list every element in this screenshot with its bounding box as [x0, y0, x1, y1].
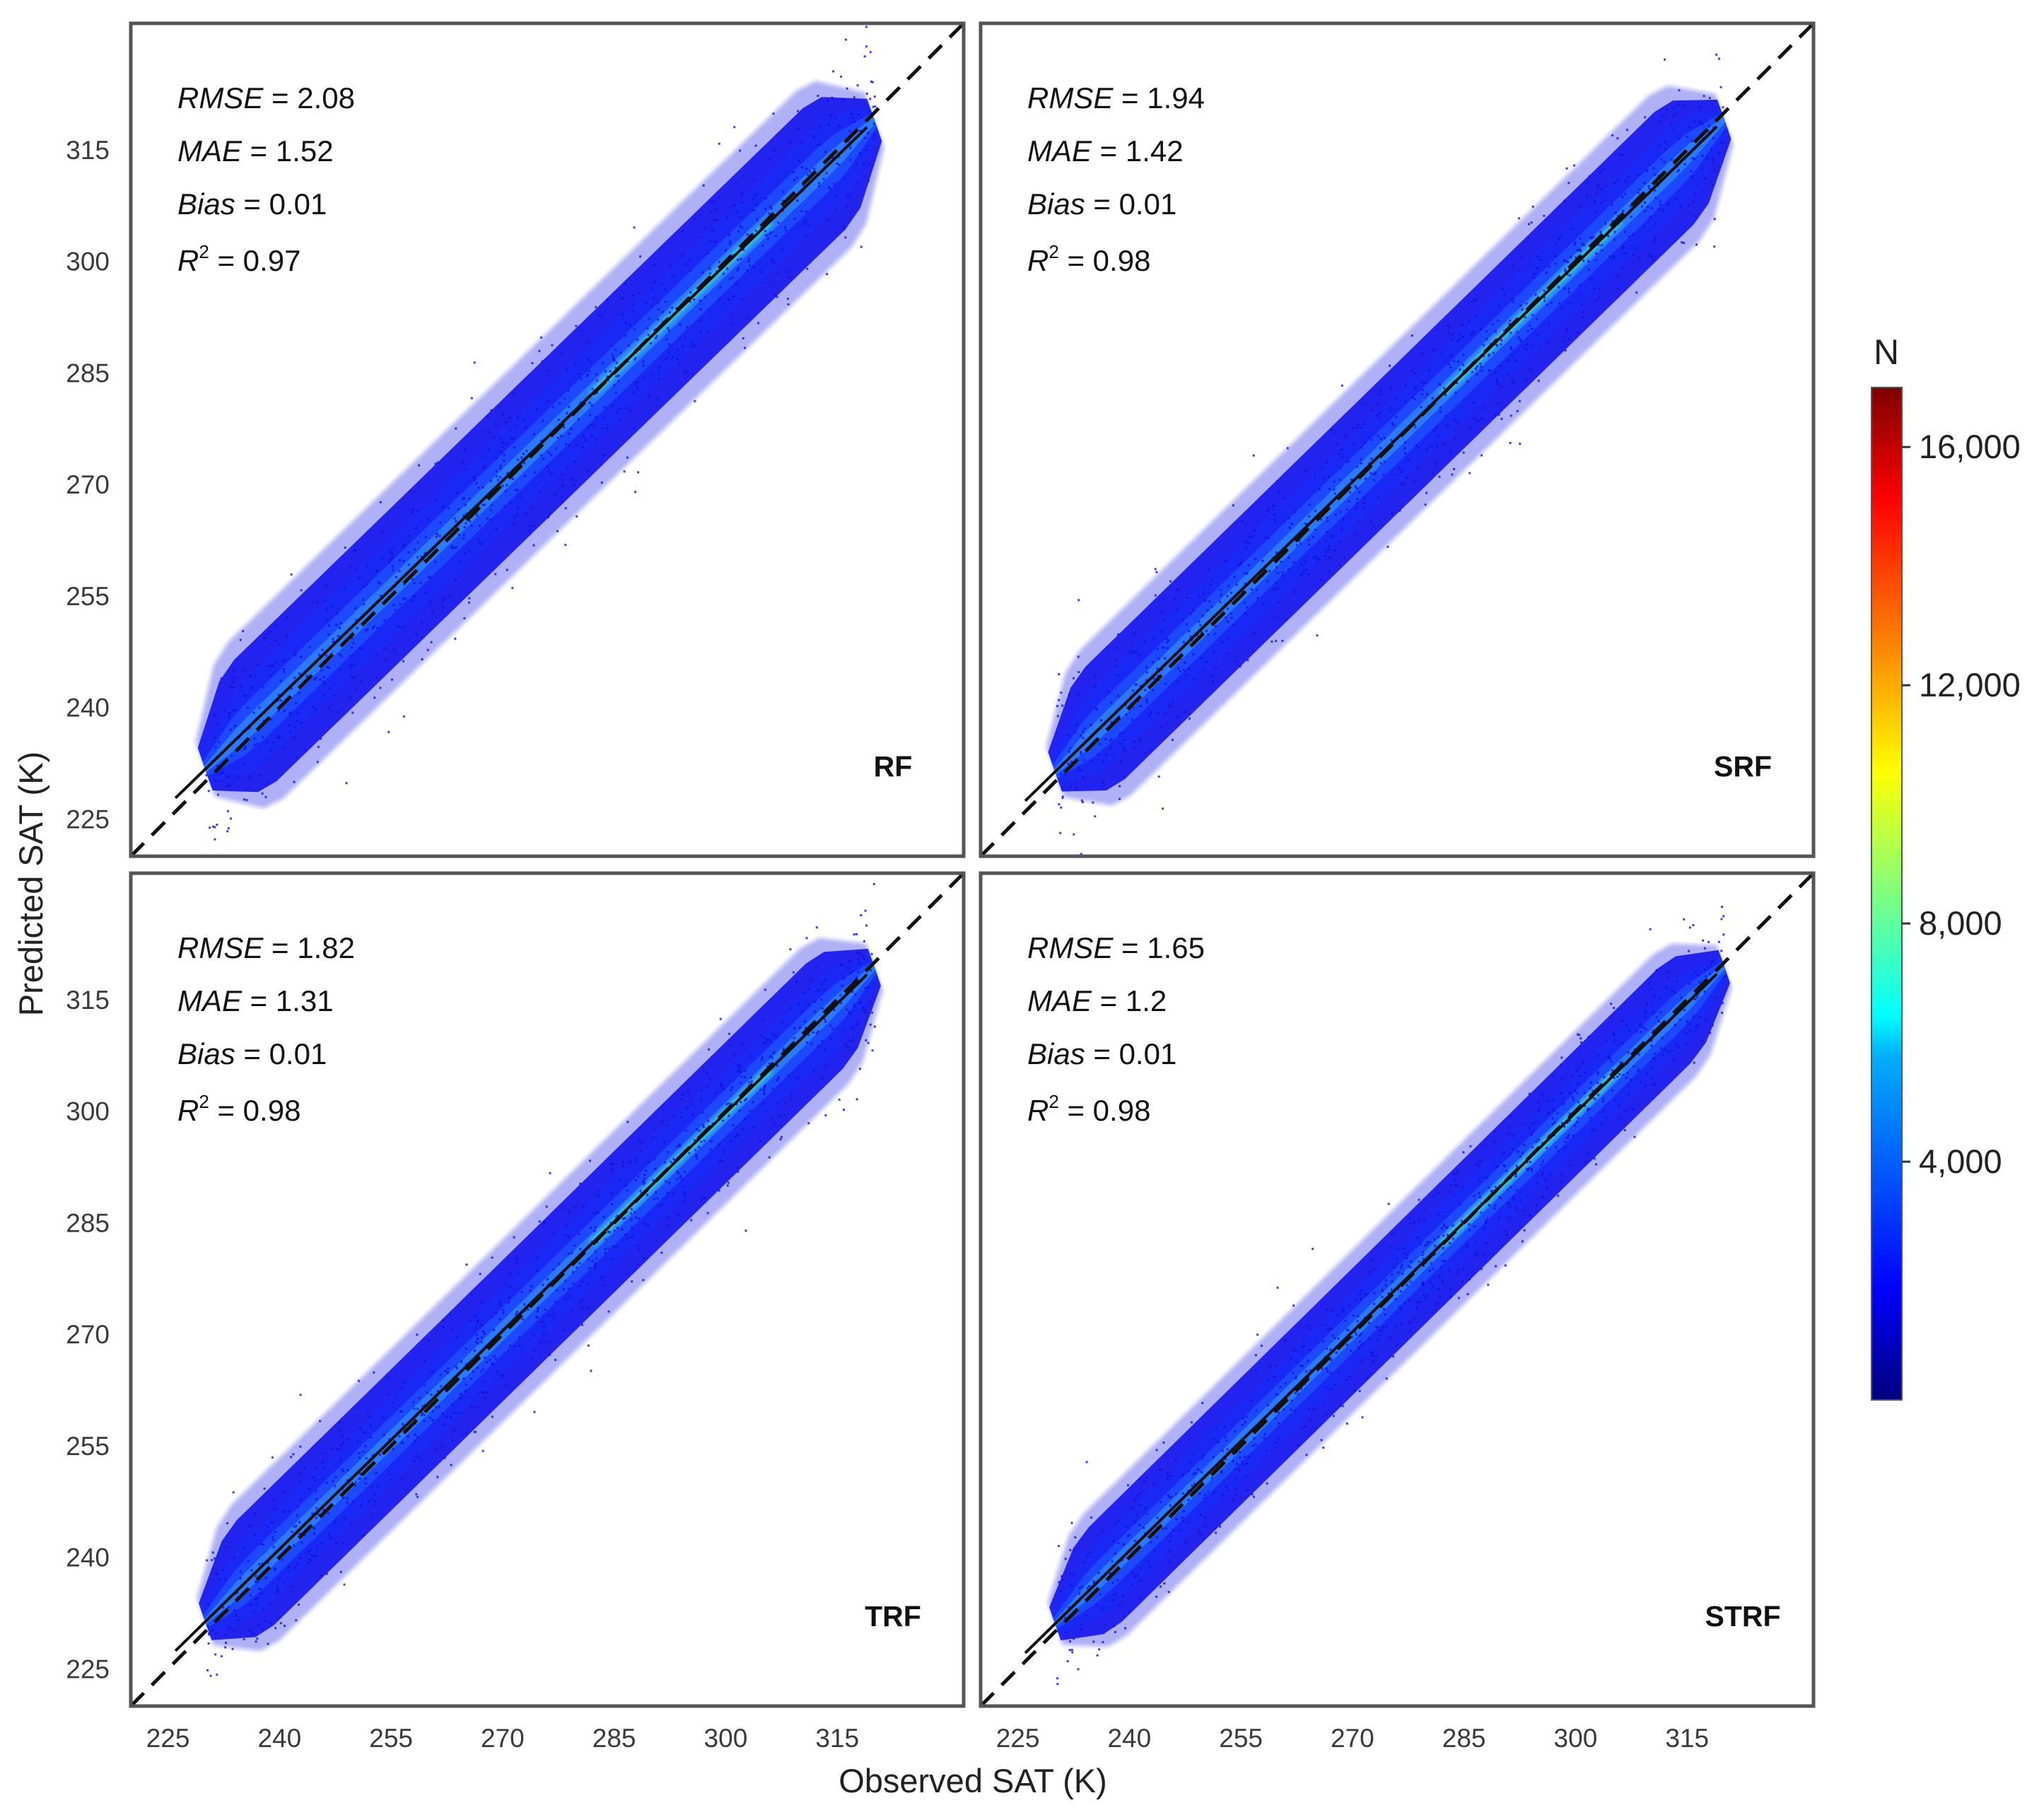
y-tick-label: 285 — [66, 358, 110, 387]
y-tick-label: 225 — [66, 805, 110, 834]
x-tick-label: 300 — [704, 1724, 748, 1753]
stat-bias: Bias = 0.01 — [177, 1037, 327, 1070]
x-tick-label: 285 — [1442, 1724, 1486, 1753]
stat-bias: Bias = 0.01 — [177, 187, 327, 221]
stat-bias: Bias = 0.01 — [1027, 1037, 1176, 1070]
scatter-points — [1056, 53, 1726, 856]
x-tick-label: 315 — [1665, 1724, 1709, 1753]
reference-line-1to1 — [131, 23, 964, 856]
stat-rmse: RMSE = 1.65 — [1027, 931, 1205, 964]
y-tick-label: 285 — [66, 1208, 110, 1237]
y-tick-label: 300 — [66, 1097, 110, 1126]
panel-label: SRF — [1714, 750, 1772, 783]
fit-line — [174, 973, 868, 1652]
x-tick-label: 255 — [369, 1724, 413, 1753]
panel-srf: RMSE = 1.94 MAE = 1.42 Bias = 0.01 R2 = 0.9… — [979, 21, 1816, 858]
y-axis: 225 240 255 270 285 300 315 225 240 255 270 285 300 3… — [66, 136, 110, 1684]
panel-label: RF — [874, 750, 913, 783]
colorbar-tick-label: 4,000 — [1919, 1143, 2002, 1180]
reference-line-1to1 — [131, 873, 964, 1706]
x-tick-label: 225 — [146, 1724, 190, 1753]
y-tick-label: 240 — [66, 694, 110, 723]
stat-rmse: RMSE = 1.94 — [1027, 81, 1205, 115]
stat-mae: MAE = 1.42 — [1027, 134, 1184, 168]
x-tick-label: 270 — [1331, 1724, 1374, 1753]
y-tick-label: 225 — [66, 1654, 110, 1683]
y-tick-label: 315 — [66, 136, 110, 165]
panel-rf: RMSE = 2.08 MAE = 1.52 Bias = 0.01 R2 = 0.9… — [129, 21, 966, 858]
stat-r: R2 = 0.98 — [177, 1091, 300, 1127]
colorbar-ticks: 4,000 8,000 12,000 16,000 — [1902, 428, 2021, 1180]
y-tick-label: 300 — [66, 247, 110, 276]
panel-strf: RMSE = 1.65 MAE = 1.2 Bias = 0.01 R2 = 0.98… — [979, 871, 1816, 1708]
y-tick-label: 240 — [66, 1543, 110, 1572]
fit-line — [1024, 973, 1718, 1654]
stat-mae: MAE = 1.31 — [177, 984, 334, 1017]
stat-bias: Bias = 0.01 — [1027, 187, 1176, 221]
stat-rmse: RMSE = 1.82 — [177, 931, 355, 964]
panel-label: STRF — [1705, 1600, 1780, 1633]
y-tick-label: 255 — [66, 1432, 110, 1461]
stat-rmse: RMSE = 2.08 — [177, 81, 355, 115]
y-tick-label: 315 — [66, 986, 110, 1015]
reference-line-1to1 — [981, 873, 1814, 1706]
colorbar-tick-label: 12,000 — [1919, 666, 2021, 703]
stat-r: R2 = 0.98 — [1027, 1091, 1150, 1127]
panel-label: TRF — [865, 1600, 921, 1633]
y-tick-label: 255 — [66, 582, 110, 611]
panel-frame — [979, 871, 1816, 1708]
colorbar: N 4,000 8,000 12,000 16,000 — [1871, 332, 2021, 1401]
y-axis-title: Predicted SAT (K) — [12, 752, 49, 1016]
y-tick-label: 270 — [66, 1320, 110, 1349]
panel-frame — [129, 871, 966, 1708]
x-tick-label: 300 — [1554, 1724, 1598, 1753]
x-tick-label: 285 — [592, 1724, 636, 1753]
x-tick-label: 225 — [996, 1724, 1040, 1753]
x-tick-label: 255 — [1219, 1724, 1263, 1753]
x-tick-label: 240 — [257, 1724, 301, 1753]
x-tick-label: 240 — [1107, 1724, 1151, 1753]
colorbar-tick-label: 16,000 — [1919, 428, 2021, 465]
reference-line-1to1 — [981, 23, 1814, 856]
panel-trf: RMSE = 1.82 MAE = 1.31 Bias = 0.01 R2 = 0.9… — [129, 871, 966, 1708]
fit-line — [1024, 125, 1718, 802]
x-axis-title: Observed SAT (K) — [839, 1762, 1107, 1799]
colorbar-gradient — [1871, 387, 1903, 1401]
fit-line — [174, 126, 868, 800]
x-axis: 225 240 255 270 285 300 315 225 240 255 270 285 300 3… — [146, 1724, 1709, 1753]
panels-layer: RMSE = 2.08 MAE = 1.52 Bias = 0.01 R2 = 0.9… — [129, 21, 1816, 1708]
stat-mae: MAE = 1.52 — [177, 134, 334, 168]
stat-mae: MAE = 1.2 — [1027, 984, 1167, 1017]
colorbar-title: N — [1874, 332, 1899, 372]
stat-r: R2 = 0.97 — [177, 241, 300, 277]
panel-frame — [979, 21, 1816, 858]
panel-frame — [129, 21, 966, 858]
x-tick-label: 270 — [481, 1724, 525, 1753]
y-tick-label: 270 — [66, 470, 110, 499]
colorbar-tick-label: 8,000 — [1919, 904, 2002, 942]
x-tick-label: 315 — [815, 1724, 859, 1753]
stat-r: R2 = 0.98 — [1027, 241, 1150, 277]
